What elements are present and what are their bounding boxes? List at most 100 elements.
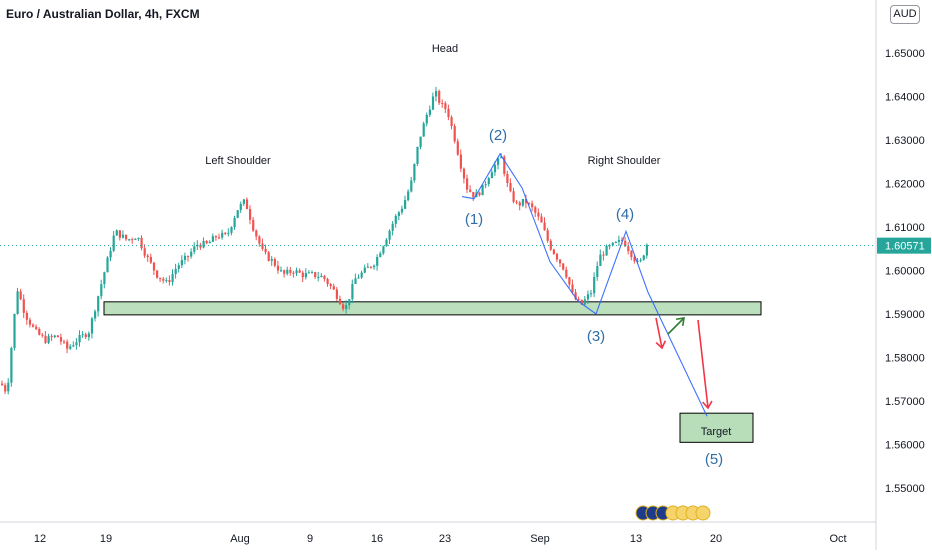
candle-body <box>379 253 382 258</box>
candle-body <box>289 269 292 273</box>
candle-body <box>317 277 320 279</box>
wave-2-label: (2) <box>489 127 507 144</box>
candle-body <box>168 280 171 283</box>
candle-body <box>360 272 363 278</box>
candle-body <box>413 163 416 181</box>
candle-body <box>261 243 264 249</box>
candle-body <box>56 335 59 338</box>
candle-body <box>47 336 50 343</box>
candle-body <box>639 259 642 261</box>
target-zone <box>679 412 754 443</box>
candle-body <box>1 383 4 386</box>
candle-body <box>642 255 645 260</box>
current-price-label: 1.60571 <box>885 241 925 253</box>
candle-body <box>481 184 484 196</box>
candle-body <box>621 239 624 241</box>
candle-body <box>75 342 78 346</box>
candle-body <box>19 291 22 300</box>
candle-body <box>450 117 453 127</box>
candle-body <box>121 234 125 238</box>
candle-body <box>94 311 97 319</box>
candle-body <box>627 246 630 252</box>
candle-body <box>617 239 621 242</box>
currency-badge[interactable]: AUD <box>890 5 920 24</box>
candle-body <box>146 255 149 258</box>
green-arrow <box>667 317 685 335</box>
candle-body <box>233 217 236 228</box>
candle-body <box>373 265 376 268</box>
candle-body <box>472 191 475 198</box>
candle-body <box>264 248 267 253</box>
red-arrow-large-head <box>702 400 713 410</box>
candle-body <box>503 156 506 174</box>
candle-body <box>267 252 270 261</box>
y-tick-label: 1.64000 <box>885 92 925 104</box>
candle-body <box>4 385 7 392</box>
candle-body <box>345 305 348 310</box>
candle-body <box>224 232 227 234</box>
candle-body <box>462 168 466 179</box>
candle-body <box>307 272 311 274</box>
candle-body <box>298 270 301 273</box>
candle-body <box>280 270 283 272</box>
candle-body <box>211 236 214 242</box>
x-tick-label: 9 <box>307 533 313 545</box>
candle-body <box>112 235 115 251</box>
candle-body <box>326 279 329 285</box>
candle-body <box>425 114 428 124</box>
candle-body <box>484 184 487 186</box>
candle-body <box>118 230 121 238</box>
candle-body <box>332 286 335 290</box>
candle-body <box>363 267 366 273</box>
candle-body <box>394 215 397 224</box>
candle-body <box>487 178 490 185</box>
wave-4-label: (4) <box>616 206 634 223</box>
y-tick-label: 1.59000 <box>885 309 925 321</box>
red-arrow-small-shaft <box>655 317 663 349</box>
candle-body <box>509 183 512 192</box>
candle-body <box>283 270 286 274</box>
candle-body <box>78 335 81 343</box>
candle-body <box>565 269 568 278</box>
candle-body <box>391 223 394 231</box>
x-tick-label: Sep <box>530 533 550 545</box>
candle-body <box>590 293 593 295</box>
candle-body <box>335 289 338 299</box>
candle-body <box>500 156 503 159</box>
candle-body <box>599 254 602 266</box>
candle-body <box>100 284 103 297</box>
head-label: Head <box>432 43 458 55</box>
candle-body <box>329 284 332 287</box>
red-arrow-small <box>655 317 667 350</box>
x-tick-label: 19 <box>100 533 112 545</box>
candle-body <box>314 272 317 278</box>
candle-body <box>602 254 605 256</box>
candle-body <box>469 189 472 192</box>
candle-body <box>165 280 168 282</box>
x-tick-label: Aug <box>230 533 250 545</box>
candle-body <box>270 259 273 261</box>
x-tick-label: 12 <box>34 533 46 545</box>
candle-body <box>447 108 450 118</box>
candle-body <box>493 164 497 173</box>
candle-body <box>214 236 218 238</box>
candle-body <box>338 298 342 305</box>
candle-body <box>301 272 304 278</box>
chart-title: Euro / Australian Dollar, 4h, FXCM <box>6 7 200 21</box>
candle-body <box>87 333 90 338</box>
candle-body <box>407 191 410 201</box>
green-arrow-head <box>675 317 685 327</box>
y-tick-label: 1.61000 <box>885 222 925 234</box>
candle-body <box>559 259 562 264</box>
candle-body <box>143 248 146 256</box>
candle-body <box>221 232 224 238</box>
candle-body <box>515 201 518 203</box>
candle-body <box>400 208 404 213</box>
candle-body <box>571 284 574 293</box>
candle-body <box>614 241 617 243</box>
candle-body <box>63 341 66 343</box>
candle-body <box>348 299 351 306</box>
